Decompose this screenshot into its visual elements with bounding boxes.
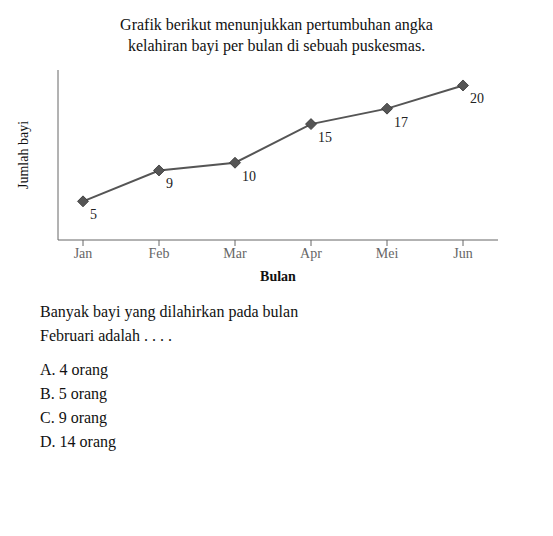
html-text:kelahiran bayi per bulan di se: kelahiran bayi per bulan di sebuah puske…: [127, 37, 426, 54]
svg-text:15: 15: [318, 130, 332, 145]
svg-text:Mar: Mar: [223, 246, 247, 261]
html-text:Banyak bayi yang dilahirkan pa: Banyak bayi yang dilahirkan pada bulan: [40, 303, 299, 320]
html-text:D. 14 orang: D. 14 orang: [40, 433, 116, 450]
svg-text:Jun: Jun: [453, 246, 472, 261]
svg-text:Jan: Jan: [74, 246, 93, 261]
svg-text:Jumlah bayi: Jumlah bayi: [16, 121, 31, 189]
html-text:A. 4 orang: A. 4 orang: [40, 361, 108, 378]
svg-text:Feb: Feb: [149, 246, 170, 261]
svg-text:17: 17: [394, 115, 408, 130]
html-text:C. 9 orang: C. 9 orang: [40, 409, 108, 426]
html-text:Grafik berikut menunjukkan per: Grafik berikut menunjukkan pertumbuhan a…: [120, 16, 433, 33]
svg-text:Mei: Mei: [376, 246, 399, 261]
svg-text:9: 9: [166, 176, 173, 191]
svg-text:10: 10: [242, 169, 256, 184]
svg-text:Bulan: Bulan: [260, 269, 296, 284]
svg-text:Apr: Apr: [300, 246, 322, 261]
html-text:Februari adalah . . . .: Februari adalah . . . .: [40, 327, 172, 344]
html-text:B. 5 orang: B. 5 orang: [40, 385, 108, 402]
svg-text:5: 5: [90, 207, 97, 222]
svg-text:20: 20: [470, 91, 484, 106]
